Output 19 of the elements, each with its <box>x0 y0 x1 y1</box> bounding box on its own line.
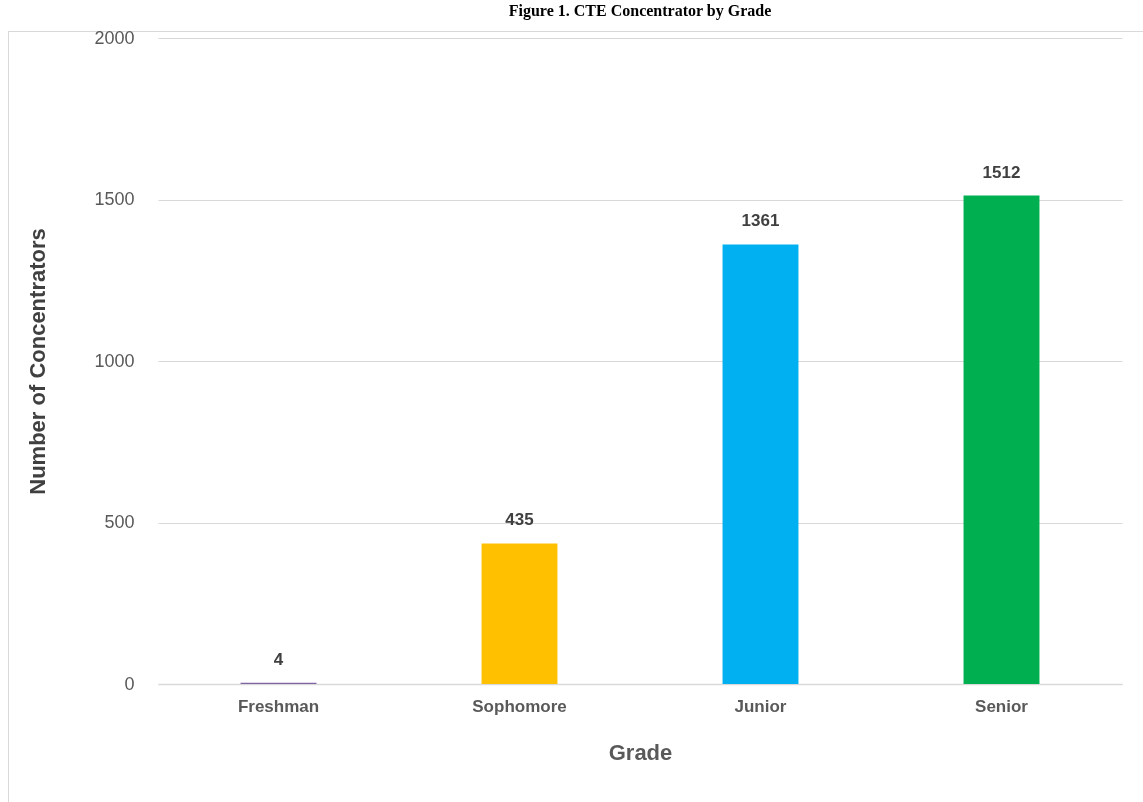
y-tick-label: 0 <box>124 673 135 694</box>
x-tick-label: Senior <box>975 696 1029 716</box>
data-label: 1361 <box>741 211 780 231</box>
data-label: 4 <box>273 649 284 669</box>
y-tick-label: 1500 <box>94 189 135 209</box>
chart-title: Figure 1. CTE Concentrator by Grade <box>508 2 772 20</box>
y-tick-label: 500 <box>104 512 135 532</box>
bar <box>963 195 1040 684</box>
x-axis-title: Grade <box>608 739 673 765</box>
y-axis-title: Number of Concentrators <box>25 228 51 495</box>
bar <box>481 543 558 684</box>
bar <box>722 244 799 684</box>
x-tick-label: Freshman <box>237 696 320 716</box>
data-label: 1512 <box>982 162 1021 182</box>
y-tick-label: 1000 <box>94 350 135 371</box>
data-label: 435 <box>505 510 534 530</box>
y-tick-label: 2000 <box>94 27 135 48</box>
x-tick-label: Sophomore <box>472 696 567 716</box>
x-tick-label: Junior <box>734 696 787 716</box>
